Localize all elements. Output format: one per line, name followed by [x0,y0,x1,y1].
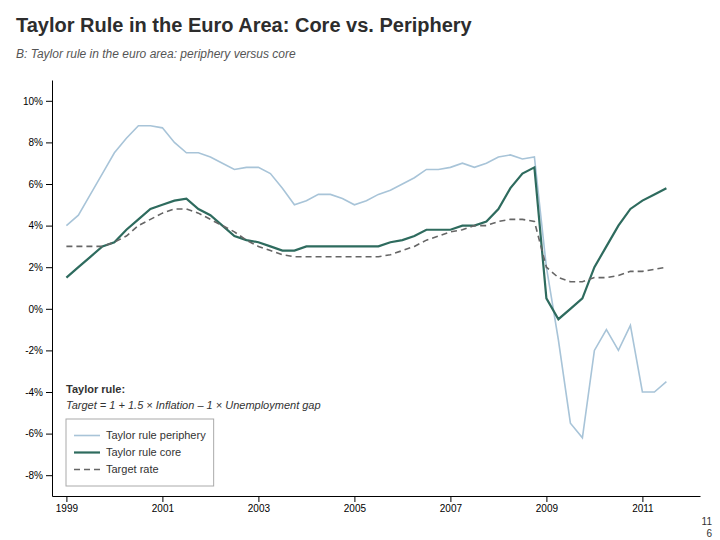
y-tick: -4% [25,387,52,398]
series-line [66,126,666,438]
legend-swatch [74,469,100,471]
page-number: 11 [702,516,713,527]
legend-label: Target rate [106,463,159,475]
x-axis: 1999 2001 2003 2005 2007 2009 2011 [53,496,701,514]
x-tick: 2003 [248,496,271,514]
x-tick-mark [546,496,547,502]
y-tick: 0% [29,304,52,315]
legend: Taylor rule periphery Taylor rule core Tar… [66,419,214,486]
y-tick-mark [46,475,52,476]
y-tick-mark [46,101,52,102]
y-tick-label: -4% [25,387,43,398]
subtitle: B: Taylor rule in the euro area: periphe… [16,47,296,61]
legend-swatch [74,451,100,453]
page-number: 6 [706,528,712,539]
legend-label: Taylor rule core [106,446,181,458]
x-tick-mark [66,496,67,502]
y-tick: -6% [25,428,52,439]
y-tick: 4% [29,220,52,231]
lines [66,126,666,438]
x-tick: 1999 [56,496,79,514]
series-line [66,209,666,282]
title: Taylor Rule in the Euro Area: Core vs. P… [16,14,473,36]
y-tick-label: 4% [29,220,44,231]
x-tick: 2009 [536,496,559,514]
plot: 1999 2001 2003 2005 2007 2009 2011 -8% -6% -4% -2%… [23,81,701,515]
y-tick-label: 8% [29,137,44,148]
legend-label: Taylor rule periphery [106,429,206,441]
x-tick: 2005 [344,496,367,514]
y-tick-label: -8% [25,470,43,481]
x-tick-mark [162,496,163,502]
y-tick-mark [46,142,52,143]
annotation: Taylor rule: [66,383,125,395]
chart: Taylor Rule in the Euro Area: Core vs. P… [0,0,720,540]
x-tick-label: 2003 [248,503,271,514]
x-tick: 2007 [440,496,463,514]
x-axis-line [53,496,701,497]
y-tick: 2% [29,262,52,273]
x-tick: 2011 [632,496,654,514]
legend-box [66,419,214,486]
y-tick-label: 6% [29,179,44,190]
y-tick: 6% [29,179,52,190]
x-tick-label: 1999 [56,503,79,514]
x-tick-mark [642,496,643,502]
y-tick-label: -2% [25,345,43,356]
y-tick-label: 10% [23,96,43,107]
y-tick: -8% [25,470,52,481]
series-line [66,167,666,319]
x-tick-label: 2001 [152,503,175,514]
y-tick-mark [46,226,52,227]
y-axis-line [52,81,53,497]
x-tick-label: 2007 [440,503,463,514]
x-tick-label: 2005 [344,503,367,514]
y-tick-mark [46,267,52,268]
x-tick: 2001 [152,496,175,514]
y-tick-label: 2% [29,262,44,273]
y-tick-mark [46,392,52,393]
x-tick-label: 2009 [536,503,559,514]
y-tick: 8% [29,137,52,148]
y-tick-mark [46,309,52,310]
y-tick: 10% [23,96,52,107]
y-tick-mark [46,434,52,435]
x-tick-mark [354,496,355,502]
annotation: Target = 1 + 1.5 × Inflation – 1 × Unemp… [66,399,321,411]
y-tick-mark [46,350,52,351]
x-tick-label: 2011 [632,503,654,514]
y-tick-label: -6% [25,428,43,439]
y-tick-mark [46,184,52,185]
x-tick-mark [258,496,259,502]
x-tick-mark [450,496,451,502]
y-tick-label: 0% [29,304,44,315]
legend-swatch [74,435,100,437]
y-axis: -8% -6% -4% -2% 0% 2% 4% 6% 8% 10% [23,81,53,497]
y-tick: -2% [25,345,52,356]
